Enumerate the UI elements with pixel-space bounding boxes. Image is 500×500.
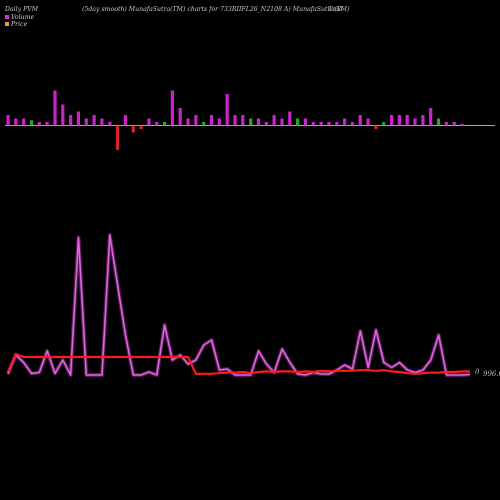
volume-bar bbox=[350, 122, 354, 126]
volume-bar bbox=[170, 90, 174, 126]
chart-label-right: Trad bbox=[328, 6, 343, 13]
volume-bar bbox=[6, 115, 10, 126]
volume-bar bbox=[460, 123, 464, 126]
volume-series-line bbox=[7, 234, 471, 376]
volume-bar bbox=[358, 115, 362, 126]
volume-bar bbox=[178, 108, 182, 126]
volume-bar bbox=[272, 115, 276, 126]
volume-bar bbox=[116, 125, 120, 150]
volume-bar bbox=[280, 118, 284, 126]
volume-bar bbox=[217, 118, 221, 126]
legend-volume-swatch bbox=[5, 15, 9, 19]
volume-bar bbox=[452, 122, 456, 126]
volume-bar bbox=[209, 115, 214, 126]
volume-bar bbox=[22, 118, 26, 126]
volume-bar bbox=[14, 118, 18, 126]
price-volume-lines bbox=[6, 233, 471, 377]
last-value-label: 0 bbox=[475, 368, 480, 376]
volume-bar bbox=[335, 122, 339, 126]
volume-bar bbox=[37, 122, 41, 126]
volume-bar bbox=[319, 122, 323, 126]
volume-bar bbox=[84, 118, 88, 126]
volume-bar bbox=[163, 122, 167, 126]
volume-bar bbox=[233, 115, 237, 126]
volume-bars bbox=[6, 90, 464, 150]
volume-bar bbox=[405, 115, 409, 126]
volume-bar bbox=[343, 118, 347, 126]
volume-bar bbox=[366, 118, 370, 126]
volume-bar bbox=[29, 120, 34, 126]
volume-bar bbox=[139, 125, 143, 129]
last-price-label: 996.00 bbox=[483, 370, 500, 378]
volume-bar bbox=[241, 115, 245, 126]
volume-bar bbox=[155, 122, 159, 126]
volume-bar bbox=[382, 122, 386, 126]
volume-bar bbox=[256, 118, 261, 126]
volume-bar bbox=[147, 118, 151, 126]
volume-bar bbox=[249, 118, 253, 126]
volume-bar bbox=[108, 122, 112, 126]
volume-bar bbox=[131, 125, 135, 133]
volume-bar bbox=[186, 118, 190, 126]
volume-bar bbox=[53, 90, 57, 126]
volume-bar bbox=[429, 108, 433, 126]
volume-bar bbox=[76, 111, 80, 126]
volume-bar bbox=[374, 125, 378, 129]
legend-price-label: Price bbox=[10, 21, 28, 28]
volume-bar bbox=[225, 94, 229, 126]
volume-bar bbox=[288, 111, 292, 126]
volume-bar bbox=[327, 122, 331, 126]
volume-bar bbox=[69, 115, 73, 126]
volume-bar bbox=[397, 115, 401, 126]
volume-bar bbox=[421, 115, 425, 126]
volume-bar bbox=[92, 115, 96, 126]
volume-bar bbox=[413, 118, 417, 126]
volume-bar bbox=[390, 115, 394, 126]
volume-bar bbox=[194, 115, 198, 126]
volume-bar bbox=[45, 122, 49, 126]
volume-bar bbox=[100, 118, 104, 126]
volume-bar bbox=[61, 104, 65, 126]
volume-bar bbox=[311, 122, 315, 126]
volume-bar bbox=[264, 122, 268, 126]
legend-price-swatch bbox=[5, 22, 9, 26]
chart-title: (5day smooth) MunafaSutra(TM) charts for… bbox=[82, 6, 350, 13]
volume-bar bbox=[303, 118, 307, 126]
chart-label-left: Daily PVM bbox=[4, 6, 39, 13]
volume-bar bbox=[123, 115, 127, 126]
volume-bar bbox=[202, 122, 206, 126]
price-series-line bbox=[6, 352, 470, 375]
legend: Volume Price bbox=[5, 14, 34, 28]
volume-bar bbox=[296, 118, 300, 126]
legend-volume-label: Volume bbox=[11, 14, 34, 21]
volume-bar bbox=[444, 122, 448, 126]
volume-bar bbox=[436, 118, 441, 126]
